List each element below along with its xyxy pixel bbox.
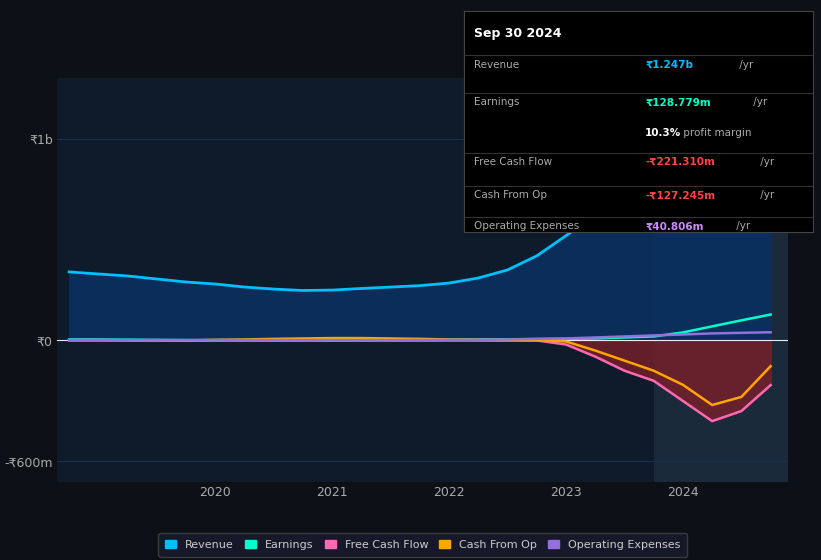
Text: ₹1.247b: ₹1.247b xyxy=(645,60,693,70)
Text: Operating Expenses: Operating Expenses xyxy=(475,221,580,231)
Text: -₹127.245m: -₹127.245m xyxy=(645,190,715,200)
Bar xyxy=(654,78,788,482)
Text: Sep 30 2024: Sep 30 2024 xyxy=(475,27,562,40)
Text: /yr: /yr xyxy=(757,157,774,167)
Text: ₹40.806m: ₹40.806m xyxy=(645,221,704,231)
Text: Cash From Op: Cash From Op xyxy=(475,190,548,200)
Legend: Revenue, Earnings, Free Cash Flow, Cash From Op, Operating Expenses: Revenue, Earnings, Free Cash Flow, Cash … xyxy=(158,533,687,557)
Text: /yr: /yr xyxy=(736,60,754,70)
Text: Free Cash Flow: Free Cash Flow xyxy=(475,157,553,167)
Text: 10.3%: 10.3% xyxy=(645,128,681,138)
Text: /yr: /yr xyxy=(757,190,774,200)
Text: /yr: /yr xyxy=(732,221,750,231)
Text: Revenue: Revenue xyxy=(475,60,520,70)
Text: Earnings: Earnings xyxy=(475,97,520,108)
Text: ₹128.779m: ₹128.779m xyxy=(645,97,711,108)
Text: profit margin: profit margin xyxy=(680,128,752,138)
Text: -₹221.310m: -₹221.310m xyxy=(645,157,715,167)
Text: /yr: /yr xyxy=(750,97,768,108)
